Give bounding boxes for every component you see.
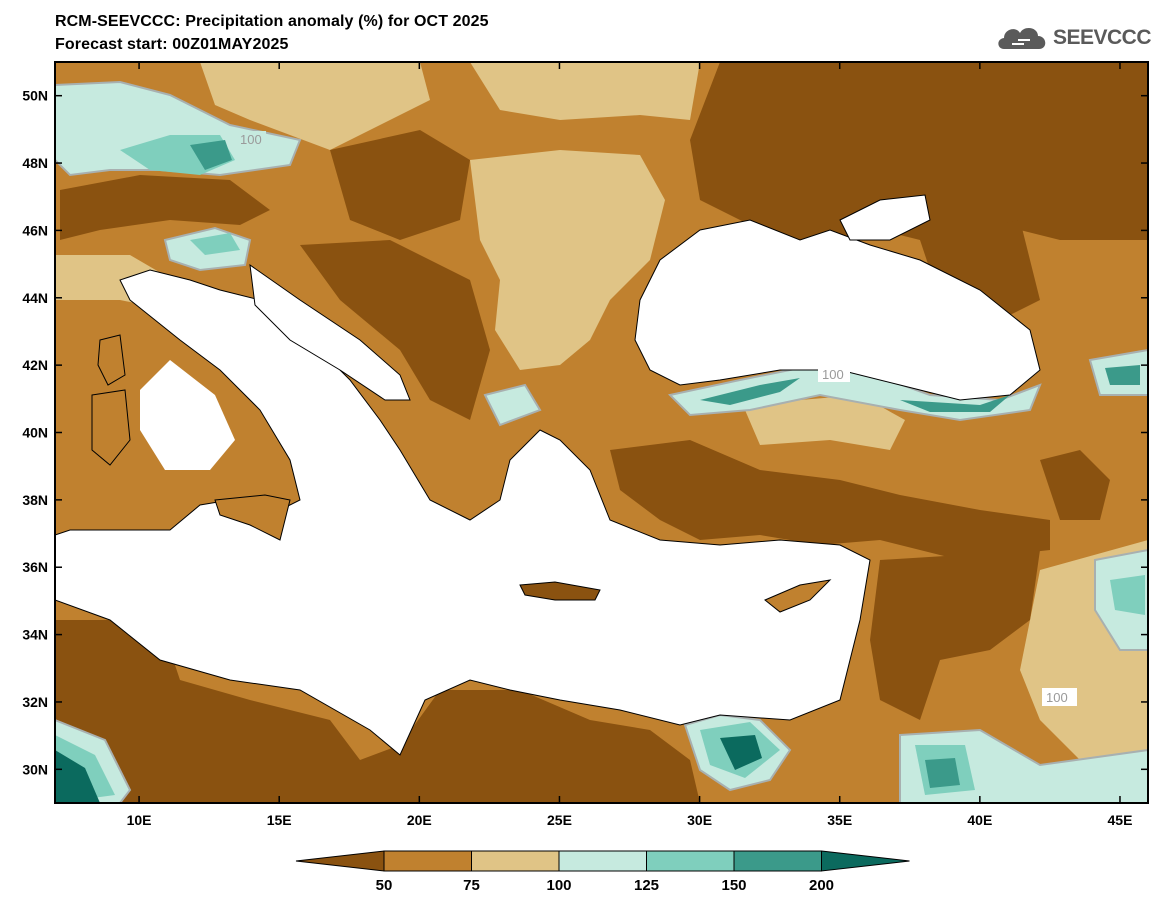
lat-tick-label: 40N xyxy=(22,425,48,441)
colorbar-label: 150 xyxy=(721,877,746,894)
sea-of-azov xyxy=(839,194,931,241)
lat-tick-label: 46N xyxy=(22,222,48,238)
map-title: RCM-SEEVCCC: Precipitation anomaly (%) f… xyxy=(55,13,489,30)
colorbar-label: 50 xyxy=(376,877,393,894)
lon-tick-label: 45E xyxy=(1108,812,1133,828)
lon-tick-label: 10E xyxy=(127,812,152,828)
lat-tick-label: 34N xyxy=(22,627,48,643)
anomaly-dark-alps xyxy=(60,175,270,240)
lat-tick-label: 48N xyxy=(22,155,48,171)
contour-label-2: 100 xyxy=(818,366,850,382)
contour-label-3: 100 xyxy=(1042,688,1077,706)
logo-text: SEEVCCC xyxy=(1052,26,1152,49)
colorbar-label: 75 xyxy=(463,877,480,894)
wet-nile-delta xyxy=(683,713,792,792)
lat-tick-label: 36N xyxy=(22,559,48,575)
wet-tunisia xyxy=(55,718,132,803)
wet-alps-west xyxy=(55,80,302,177)
lat-tick-label: 30N xyxy=(22,761,48,777)
wet-black-sea-south xyxy=(667,366,1042,422)
crete xyxy=(519,581,601,601)
colorbar: 50 75 100 125 150 200 xyxy=(295,850,910,894)
sardinia xyxy=(91,389,131,466)
adriatic-sea xyxy=(249,263,411,401)
anomaly-light-anatolia xyxy=(745,395,905,450)
colorbar-segment xyxy=(646,850,735,872)
lon-tick-label: 35E xyxy=(827,812,852,828)
seevccc-logo: SEEVCCC xyxy=(994,21,1152,55)
cyprus xyxy=(764,579,832,613)
anomaly-dark-libya xyxy=(55,620,700,803)
anomaly-dark-turkey-south xyxy=(610,440,1050,560)
wet-arabia-north xyxy=(1094,548,1148,651)
lat-tick-label: 38N xyxy=(22,492,48,508)
wet-arabia-south xyxy=(899,728,1148,803)
lat-tick-label: 32N xyxy=(22,694,48,710)
contour-label-text-3: 100 xyxy=(1046,690,1068,705)
colorbar-arrow-low xyxy=(295,850,385,872)
tyrrhenian-inner xyxy=(140,360,235,470)
map-plot-area: 100 100 100 xyxy=(55,62,1148,803)
colorbar-segment xyxy=(471,850,560,872)
wet-adriatic-north xyxy=(163,226,252,272)
anomaly-dark-balkans xyxy=(300,240,490,420)
lon-tick-label: 30E xyxy=(687,812,712,828)
anomaly-dark-hungary xyxy=(330,130,470,240)
anomaly-light-carpathian xyxy=(470,150,665,370)
sicily xyxy=(214,494,291,541)
corsica xyxy=(97,334,126,386)
black-sea xyxy=(634,219,1041,401)
wet-georgia xyxy=(1088,348,1148,396)
colorbar-arrow-high xyxy=(821,850,910,872)
colorbar-segment xyxy=(383,850,472,872)
anomaly-dark-levant xyxy=(870,550,1040,720)
contour-label-1: 100 xyxy=(236,131,266,147)
contour-label-text-2: 100 xyxy=(822,367,844,382)
lon-tick-label: 15E xyxy=(267,812,292,828)
lon-axis: 10E 15E 20E 25E 30E 35E 40E 45E xyxy=(127,62,1133,828)
wet-aegean-north xyxy=(483,383,542,427)
cloud-icon xyxy=(998,27,1046,49)
lat-axis: 50N 48N 46N 44N 42N 40N 38N 36N 34N 32N 30N xyxy=(22,88,1148,777)
lat-tick-label: 44N xyxy=(22,290,48,306)
mediterranean-sea xyxy=(55,269,871,756)
anomaly-light-north xyxy=(200,62,430,150)
lon-tick-label: 25E xyxy=(547,812,572,828)
colorbar-segment xyxy=(558,850,647,872)
colorbar-label: 125 xyxy=(634,877,659,894)
anomaly-light-northeast xyxy=(470,62,700,120)
lon-tick-label: 20E xyxy=(407,812,432,828)
colorbar-label: 100 xyxy=(546,877,571,894)
lon-tick-label: 40E xyxy=(967,812,992,828)
anomaly-dark-russia xyxy=(690,62,1148,260)
colorbar-label: 200 xyxy=(809,877,834,894)
forecast-start: Forecast start: 00Z01MAY2025 xyxy=(55,36,289,53)
lat-tick-label: 42N xyxy=(22,357,48,373)
contour-label-text-1: 100 xyxy=(240,132,262,147)
anomaly-dark-turkey-east xyxy=(1040,450,1110,520)
lat-tick-label: 50N xyxy=(22,88,48,104)
colorbar-segment xyxy=(733,850,822,872)
